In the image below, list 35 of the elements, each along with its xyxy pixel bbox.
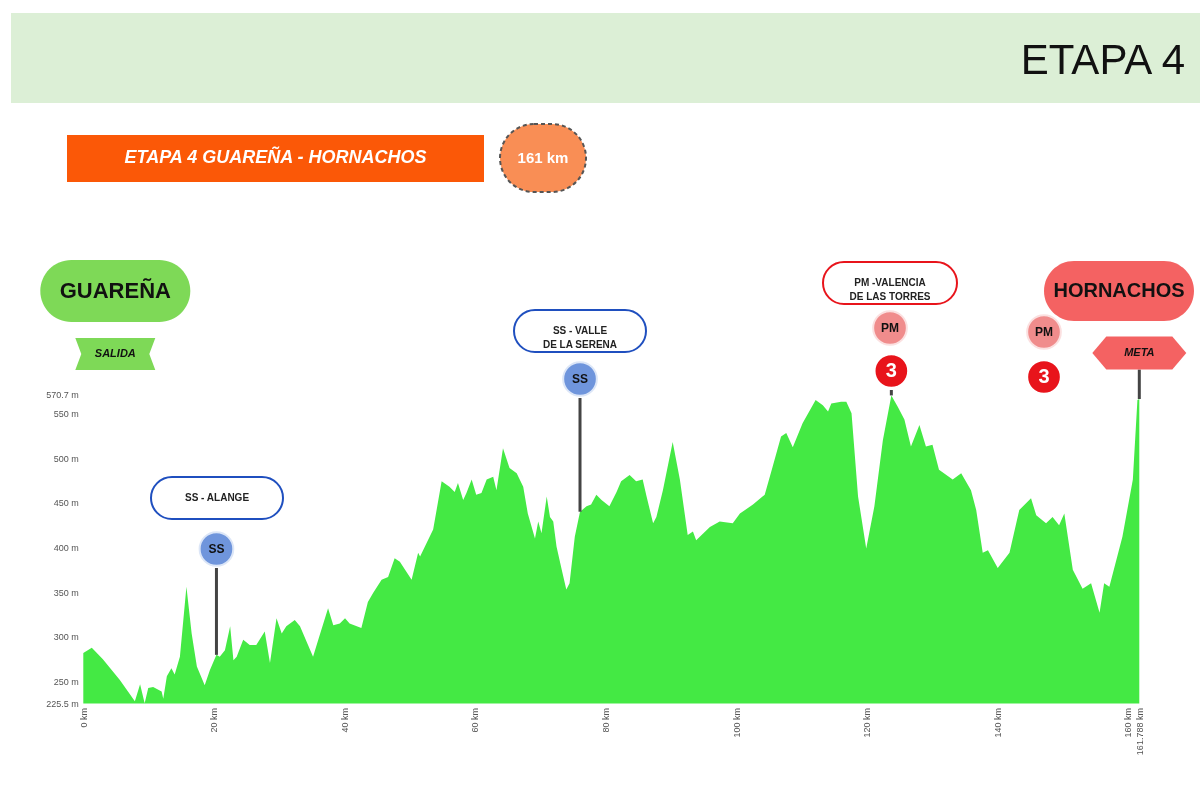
y-tick-label: 570.7 m [46, 390, 79, 401]
text: GUAREÑA [59, 278, 172, 303]
text: SS - VALLE DE LA SERENA [542, 325, 618, 350]
text: HORNACHOS [1053, 279, 1185, 301]
x-tick-label: 20 km [209, 708, 220, 733]
x-tick-label: 160 km [1123, 708, 1134, 738]
x-tick-label: 140 km [992, 708, 1003, 738]
chart-title: ETAPA 4 [1020, 36, 1185, 83]
y-tick-label: 225.5 m [46, 699, 79, 710]
text: PM -VALENCIA DE LAS TORRES [849, 277, 931, 302]
annotation: SS - ALANGE [184, 492, 250, 503]
chart-subtitle: ETAPA 4 GUAREÑA - HORNACHOS [124, 146, 427, 168]
x-tick-label: 120 km [862, 708, 873, 738]
y-tick-label: 350 m [53, 587, 79, 598]
y-tick-label: 450 m [53, 498, 79, 509]
annotation: 3 [885, 359, 897, 381]
y-tick-label: 300 m [53, 632, 79, 643]
x-tick-label: 80 km [600, 708, 611, 733]
text: 161 km [517, 149, 569, 166]
text: SALIDA [94, 347, 136, 359]
text: 3 [1038, 365, 1050, 387]
x-tick-label: 161.788 km [1134, 708, 1145, 756]
annotation: META [1124, 346, 1155, 358]
annotation: SS [208, 542, 225, 556]
y-tick-label: 400 m [53, 543, 79, 553]
x-tick-label: 100 km [731, 708, 742, 738]
text: PM [881, 321, 899, 335]
x-tick-label: 40 km [339, 708, 350, 733]
annotation: SS [572, 372, 589, 386]
text: PM [1035, 325, 1053, 339]
y-tick-label: 250 m [53, 677, 79, 688]
y-tick-label: 500 m [53, 453, 79, 464]
x-tick-label: 0 km [78, 708, 89, 728]
y-tick-label: 550 m [53, 408, 79, 419]
x-tick-label: 60 km [470, 708, 481, 733]
